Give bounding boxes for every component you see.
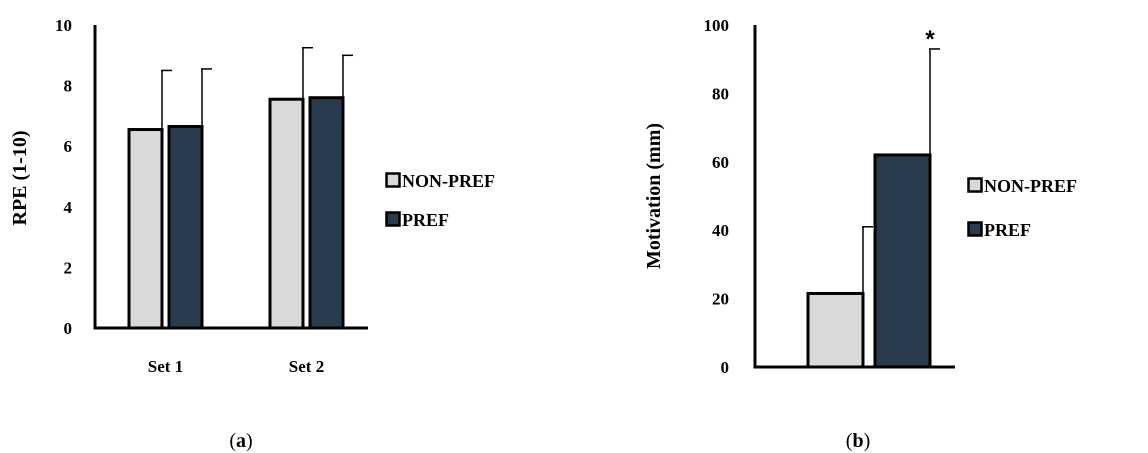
chart-b-y-ticks: 0 20 40 60 80 100 bbox=[704, 16, 730, 377]
chart-a: RPE (1-10) 0 2 4 6 8 10 Set 1 Set 2 NON-PREF P… bbox=[9, 16, 495, 452]
chart-b-bar-pref bbox=[873, 153, 932, 369]
chart-a-y-tick-label: 8 bbox=[64, 77, 73, 96]
chart-a-bar-pref bbox=[308, 96, 345, 330]
chart-a-y-axis-title: RPE (1-10) bbox=[9, 131, 31, 226]
chart-b: Motivation (mm) 0 20 40 60 80 100 * NON-PREF … bbox=[643, 16, 1077, 452]
caption-a-letter: a bbox=[236, 430, 246, 452]
caption-a-open: ( bbox=[229, 430, 236, 452]
chart-a-bar-non-pref bbox=[127, 128, 164, 330]
chart-a-y-tick-label: 4 bbox=[64, 198, 73, 217]
chart-a-bar-non-pref bbox=[268, 97, 305, 330]
chart-b-legend-item-pref: PREF bbox=[967, 220, 1031, 240]
chart-a-y-ticks: 0 2 4 6 8 10 bbox=[55, 16, 73, 338]
chart-b-legend: NON-PREF PREF bbox=[967, 176, 1077, 240]
caption-a-close: ) bbox=[246, 430, 253, 452]
chart-b-legend-swatch-non-pref bbox=[967, 177, 983, 193]
chart-b-y-tick-label: 60 bbox=[712, 153, 729, 172]
chart-a-y-tick-label: 6 bbox=[64, 137, 73, 156]
chart-b-legend-label-pref: PREF bbox=[984, 220, 1031, 240]
chart-a-x-tick-label: Set 2 bbox=[289, 357, 324, 376]
chart-a-legend-item-non-pref: NON-PREF bbox=[385, 171, 495, 191]
chart-a-bar-pref bbox=[167, 125, 204, 330]
chart-a-legend-label-non-pref: NON-PREF bbox=[402, 171, 495, 191]
chart-b-y-tick-label: 100 bbox=[704, 16, 730, 35]
chart-a-y-tick-label: 10 bbox=[55, 16, 72, 35]
chart-b-y-tick-label: 0 bbox=[721, 358, 730, 377]
caption-b-letter: b bbox=[852, 430, 863, 452]
caption-a: (a) bbox=[229, 430, 252, 452]
chart-a-bars bbox=[127, 46, 353, 330]
chart-b-legend-label-non-pref: NON-PREF bbox=[984, 176, 1077, 196]
caption-b-close: ) bbox=[864, 430, 871, 452]
chart-a-x-tick-label: Set 1 bbox=[148, 357, 183, 376]
chart-a-legend-swatch-non-pref bbox=[385, 172, 401, 188]
caption-b: (b) bbox=[846, 430, 870, 452]
chart-a-legend: NON-PREF PREF bbox=[385, 171, 495, 230]
chart-b-significance-marker: * bbox=[925, 26, 935, 53]
chart-b-y-tick-label: 20 bbox=[712, 290, 729, 309]
chart-b-legend-swatch-pref bbox=[967, 221, 983, 237]
chart-b-y-tick-label: 40 bbox=[712, 221, 729, 240]
chart-a-legend-label-pref: PREF bbox=[402, 210, 449, 230]
chart-b-y-tick-label: 80 bbox=[712, 84, 729, 103]
chart-b-y-axis-title: Motivation (mm) bbox=[643, 123, 665, 269]
caption-b-open: ( bbox=[846, 430, 853, 452]
chart-b-legend-item-non-pref: NON-PREF bbox=[967, 176, 1077, 196]
chart-a-y-tick-label: 2 bbox=[64, 258, 73, 277]
chart-b-bar-non-pref bbox=[806, 291, 865, 369]
chart-a-y-tick-label: 0 bbox=[64, 319, 73, 338]
chart-b-bars: * bbox=[806, 26, 940, 369]
chart-a-x-ticks: Set 1 Set 2 bbox=[148, 357, 324, 376]
chart-a-legend-item-pref: PREF bbox=[385, 210, 449, 230]
chart-a-legend-swatch-pref bbox=[385, 211, 401, 227]
